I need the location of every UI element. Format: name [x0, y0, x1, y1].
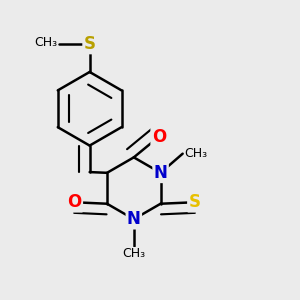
Text: N: N [154, 164, 167, 182]
Text: O: O [152, 128, 166, 146]
Text: CH₃: CH₃ [184, 147, 207, 160]
Text: S: S [188, 193, 200, 211]
Text: CH₃: CH₃ [122, 247, 146, 260]
Text: O: O [68, 193, 82, 211]
Text: S: S [84, 35, 96, 53]
Text: CH₃: CH₃ [34, 36, 57, 49]
Text: N: N [127, 210, 141, 228]
